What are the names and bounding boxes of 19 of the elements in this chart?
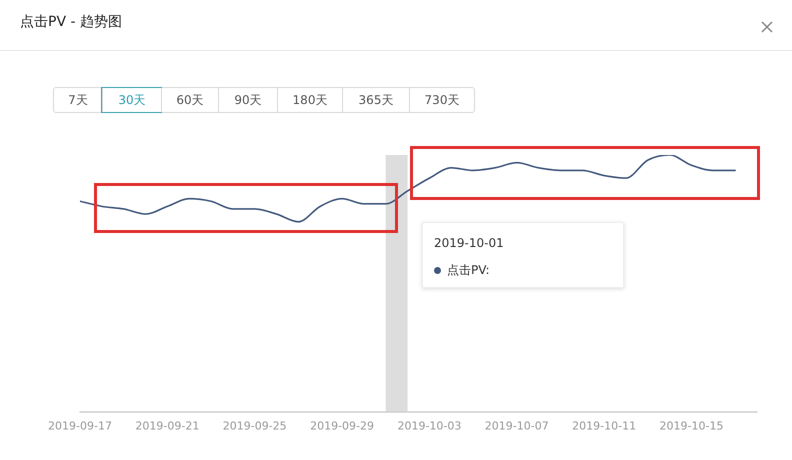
x-tick-label: 2019-10-11 — [572, 419, 636, 432]
x-tick-label: 2019-09-21 — [135, 419, 200, 432]
text: 7天 — [67, 92, 89, 109]
x-tick-label: 2019-10-07 — [484, 419, 549, 432]
text: 60天 — [161, 88, 218, 112]
chart-title: 点击PV - 趋势图 — [20, 13, 122, 31]
annotation: 2019-10-01 — [434, 236, 504, 250]
x-tick-label: 2019-09-17 — [48, 419, 112, 432]
x-tick-label: 2019-09-29 — [310, 419, 374, 432]
x-tick-label: 2019-10-15 — [660, 419, 724, 432]
legend-label: 点击PV: — [446, 262, 490, 279]
x-tick-label: 2019-09-25 — [222, 419, 287, 432]
x-tick-label: 2019-10-03 — [397, 419, 462, 432]
text: 180天 — [277, 88, 342, 112]
tooltip-panel: 2019-10-01 点击PV: — [422, 222, 624, 288]
text: 90天 — [218, 88, 277, 112]
text: 30天 — [102, 88, 161, 112]
text: 730天 — [409, 88, 474, 112]
text: 365天 — [342, 88, 409, 112]
